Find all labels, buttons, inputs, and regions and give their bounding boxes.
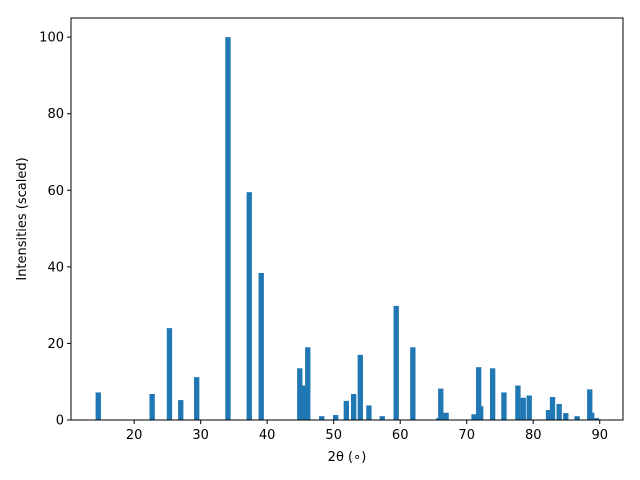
bar (149, 393, 155, 420)
bar (563, 413, 569, 420)
x-axis-label: 2θ (∘) (328, 450, 367, 465)
bar (246, 192, 252, 420)
bar (476, 367, 482, 420)
bar (545, 410, 552, 420)
bar (305, 347, 311, 420)
x-axis-ticks: 20 30 40 50 60 70 80 90 (126, 420, 608, 443)
bar (343, 400, 349, 420)
bar (489, 368, 496, 420)
bar (95, 392, 101, 420)
bar (258, 272, 264, 420)
bar (333, 415, 339, 420)
y-tick-label: 0 (56, 414, 64, 429)
bar (297, 368, 303, 420)
bar (319, 416, 325, 420)
bar (194, 377, 200, 420)
bar (393, 305, 399, 420)
x-tick-label: 70 (458, 428, 475, 443)
bar (589, 412, 595, 420)
bar (593, 418, 600, 420)
y-tick-label: 40 (47, 260, 64, 275)
bar (587, 389, 593, 420)
x-tick-label: 50 (325, 428, 342, 443)
x-tick-label: 80 (525, 428, 542, 443)
bar (556, 403, 562, 420)
bar (301, 385, 307, 420)
bar (350, 393, 357, 420)
bars-layer (95, 37, 600, 420)
bar (515, 385, 521, 420)
y-tick-label: 80 (47, 107, 64, 122)
y-tick-label: 20 (47, 337, 64, 352)
x-tick-label: 20 (126, 428, 143, 443)
bar (357, 354, 363, 420)
bar (549, 397, 556, 420)
y-axis-ticks: 0 20 40 60 80 100 (39, 31, 71, 429)
x-tick-label: 90 (591, 428, 608, 443)
x-tick-label: 40 (259, 428, 276, 443)
plot-frame (70, 17, 624, 421)
bar (410, 347, 416, 420)
bar (471, 414, 477, 420)
bar (574, 416, 580, 420)
bar (166, 328, 173, 420)
bar (379, 416, 385, 420)
y-tick-label: 100 (39, 31, 64, 46)
bar (526, 395, 532, 420)
bar (438, 388, 444, 420)
bar (443, 412, 449, 420)
bar (225, 37, 231, 420)
bar (520, 397, 526, 420)
y-axis-label: Intensities (scaled) (15, 157, 30, 280)
x-tick-label: 60 (392, 428, 409, 443)
bar (178, 400, 184, 420)
bar (501, 392, 507, 420)
y-tick-label: 60 (47, 184, 64, 199)
x-tick-label: 30 (192, 428, 209, 443)
bar (366, 405, 372, 420)
bar (478, 406, 484, 420)
